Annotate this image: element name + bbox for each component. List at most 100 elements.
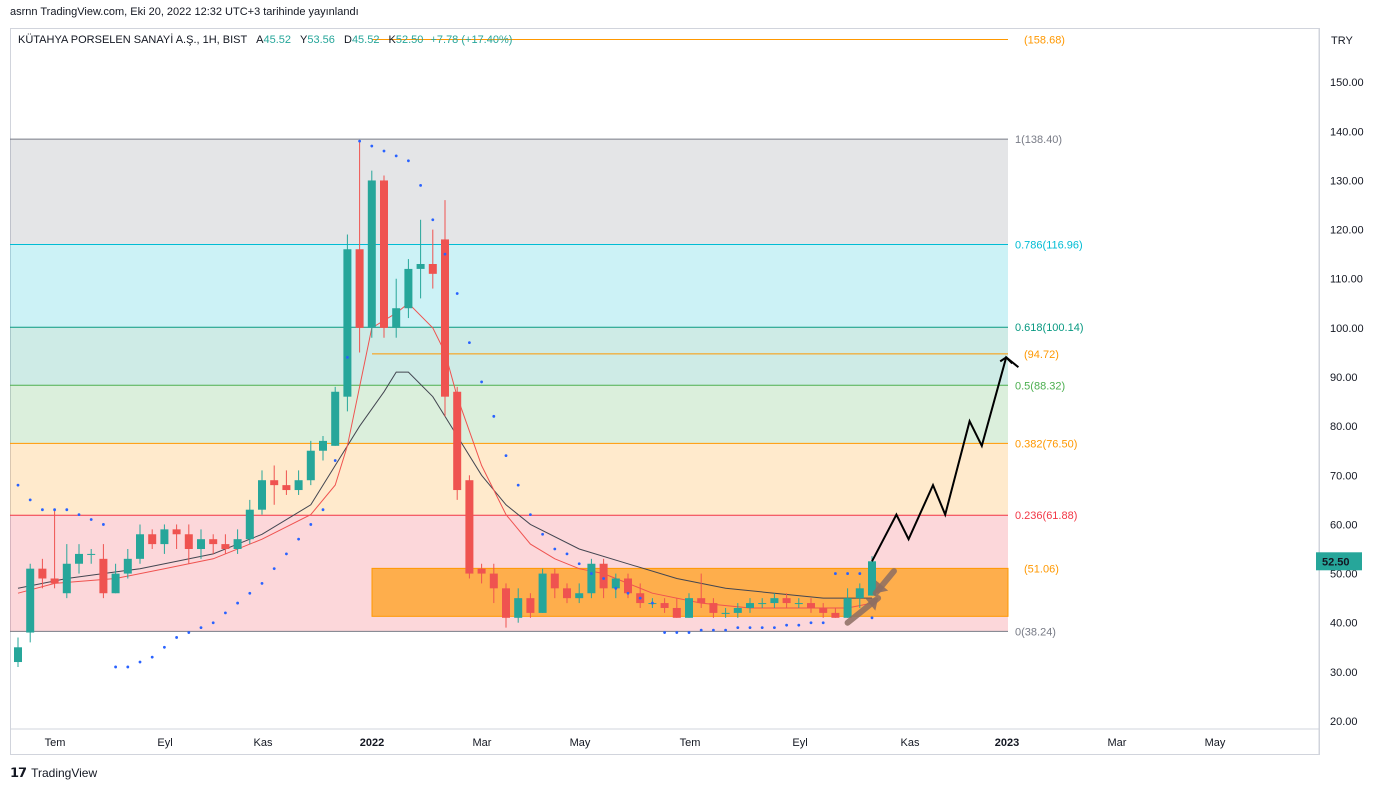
candle-body (611, 578, 620, 589)
candle-body (38, 568, 47, 579)
candle-body (733, 607, 742, 613)
sar-dot (553, 547, 557, 551)
candle-body (26, 568, 35, 633)
pointer-arrow-head (865, 598, 879, 611)
ema-slow-line (17, 371, 872, 599)
sar-dot (236, 601, 240, 605)
sar-dot (53, 508, 56, 512)
candle-body (136, 534, 144, 559)
candle-body (697, 598, 706, 604)
candle-body (685, 598, 693, 618)
sar-dot (541, 532, 544, 536)
sar-dot (870, 616, 874, 620)
x-tick-label: Kas (901, 737, 920, 749)
candle-body (709, 603, 718, 613)
candle-body (306, 450, 315, 481)
sar-dot (346, 355, 349, 359)
y-tick-label: 30.00 (1330, 667, 1358, 679)
candle-body (404, 268, 413, 309)
tradingview-brand[interactable]: 𝟭𝟳 TradingView (10, 765, 97, 781)
sar-dot (516, 483, 520, 487)
fib-label: 0(38.24) (1015, 626, 1056, 638)
y-tick-label: 150.00 (1330, 77, 1364, 89)
candle-body (221, 544, 230, 550)
sar-dot (748, 626, 752, 630)
sar-dot (809, 621, 813, 625)
x-tick-label: 2022 (360, 737, 384, 749)
brand-label: TradingView (31, 766, 98, 780)
candle-body (75, 553, 83, 564)
sar-dot (492, 414, 496, 418)
x-tick-label: Mar (473, 737, 492, 749)
candle-body (282, 485, 291, 491)
y-tick-label: 50.00 (1330, 569, 1358, 581)
candle-body (587, 563, 596, 594)
sar-dot (724, 628, 727, 632)
price-label: (94.72) (1024, 349, 1059, 361)
sar-dot (577, 562, 581, 566)
sar-dot (65, 508, 69, 512)
sar-dot (370, 144, 374, 148)
currency-label: TRY (1331, 35, 1353, 47)
candle-body (819, 607, 828, 613)
fib-label: 0.382(76.50) (1015, 438, 1077, 450)
candle-body (209, 539, 218, 545)
sar-dot (260, 582, 264, 585)
x-tick-label: Tem (45, 737, 66, 749)
candle-body (599, 563, 608, 589)
sar-dot (114, 665, 117, 669)
candle-body (50, 578, 59, 584)
candle-body (807, 603, 815, 608)
candle-body (245, 509, 254, 540)
candle-body (233, 539, 242, 550)
sar-dot (504, 454, 508, 458)
sar-dot (41, 508, 44, 512)
candle-body (331, 391, 340, 446)
sar-dot (175, 636, 179, 639)
candle-body (160, 529, 169, 545)
fib-label: 0.5(88.32) (1015, 380, 1065, 392)
candle-body (526, 598, 535, 613)
fib-zone (10, 327, 1008, 386)
sar-dot (821, 621, 825, 625)
x-tick-label: May (570, 737, 591, 749)
fib-zone (10, 385, 1008, 444)
sar-dot (626, 591, 630, 595)
sar-dot (309, 523, 313, 526)
x-tick-label: Kas (254, 737, 273, 749)
projection-path (871, 355, 1020, 562)
sar-dot (394, 154, 398, 158)
candle-body (343, 249, 352, 397)
x-tick-label: Mar (1108, 737, 1127, 749)
fib-zone (10, 443, 1008, 516)
candle-body (660, 603, 669, 608)
candle-body (367, 180, 376, 328)
sar-dot (358, 139, 361, 143)
x-tick-label: Tem (680, 737, 701, 749)
candle-body (770, 598, 779, 604)
candle-body (843, 598, 852, 618)
candle-body (758, 603, 767, 605)
sar-dot (248, 591, 252, 595)
sar-dot (321, 508, 325, 512)
sar-dot (687, 631, 691, 634)
sar-dot (187, 631, 191, 634)
candle-body (453, 391, 462, 491)
y-tick-label: 80.00 (1330, 421, 1358, 433)
sar-dot (529, 513, 532, 517)
last-price-badge (1316, 552, 1362, 571)
sar-dot (431, 218, 435, 222)
x-tick-label: 2023 (995, 737, 1019, 749)
candle-body (428, 263, 437, 274)
sar-dot (834, 572, 837, 575)
fib-zone (10, 244, 1008, 328)
candle-body (87, 553, 96, 555)
sar-dot (102, 523, 105, 526)
legend-low: 45.52 (351, 34, 380, 46)
candle-body (62, 563, 71, 594)
sar-dot (638, 596, 642, 600)
pointer-arrow-head (875, 580, 889, 594)
candle-body (258, 480, 266, 510)
symbol-legend: KÜTAHYA PORSELEN SANAYİ A.Ş., 1H, BIST A… (18, 34, 512, 46)
